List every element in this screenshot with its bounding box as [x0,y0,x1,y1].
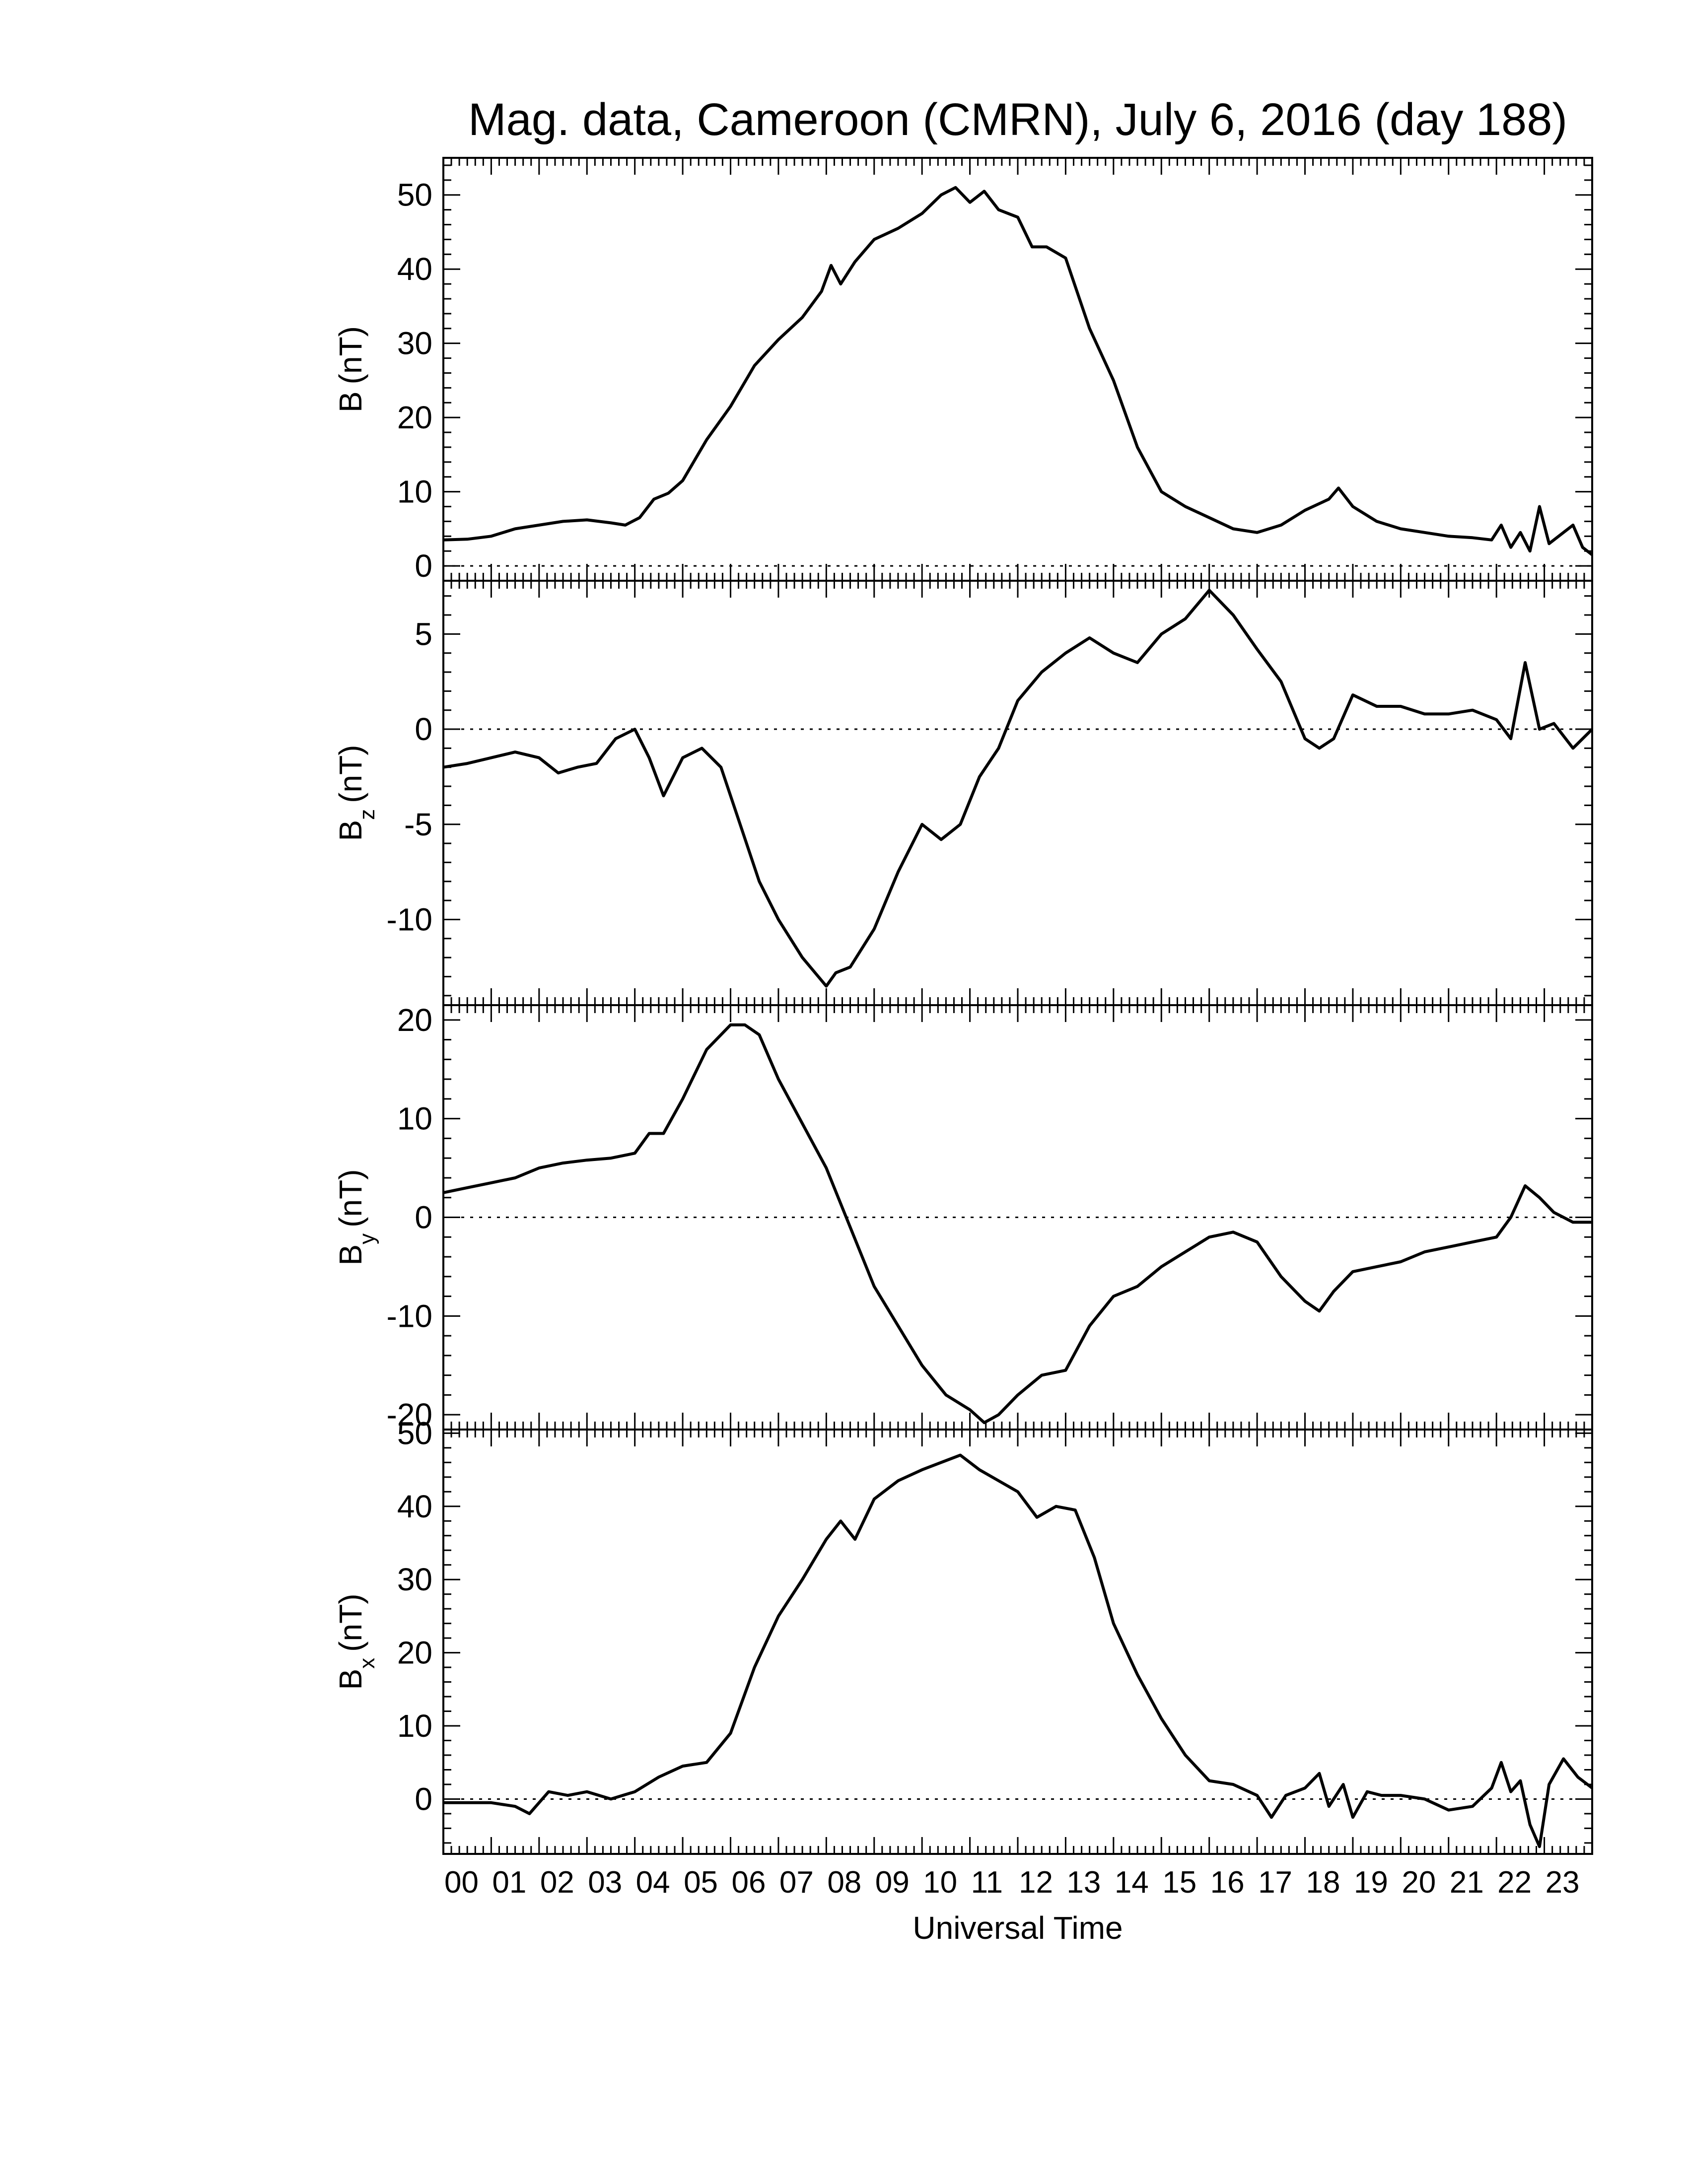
x-axis: 00 01 02 03 04 05 06 07 08 09 10 11 12 13 14 15 16 17 18 19… [444,1865,1580,1900]
y-tick-label: -20 [387,1397,433,1433]
chart-title: Mag. data, Cameroon (CMRN), July 6, 2016… [468,94,1567,145]
y-axis-label-main: B [333,820,368,841]
x-tick-label: 09 [875,1865,910,1900]
y-axis-label-main: B [333,391,368,412]
y-tick-label: 0 [415,548,432,584]
y-tick-label: 5 [415,616,432,652]
series-line [443,589,1594,988]
y-tick-label: 0 [415,1781,432,1817]
y-tick-label: 20 [397,1635,432,1671]
x-tick-label: 05 [684,1865,718,1900]
x-tick-label: 17 [1258,1865,1292,1900]
x-tick-label: 00 [444,1865,479,1900]
x-tick-label: 01 [492,1865,526,1900]
y-axis-label-unit: (nT) [333,745,368,803]
x-tick-label: 22 [1497,1865,1532,1900]
y-tick-label: 50 [397,1415,432,1451]
x-tick-label: 06 [732,1865,766,1900]
x-tick-label: 19 [1354,1865,1388,1900]
y-tick-label: 20 [397,400,432,435]
y-tick-label: 20 [397,1002,432,1038]
x-tick-label: 07 [779,1865,814,1900]
y-axis-label-subscript: y [355,1233,379,1244]
x-tick-label: 20 [1402,1865,1436,1900]
y-tick-label: -10 [387,901,433,937]
y-tick-label: 10 [397,474,432,510]
y-tick-label: 50 [397,177,432,213]
panel-4: 50 40 30 20 10 0 Bx (nT) [333,1415,1593,1855]
series-line [443,1453,1593,1848]
x-tick-label: 21 [1450,1865,1484,1900]
x-tick-label: 13 [1066,1865,1101,1900]
y-axis-label-subscript: x [355,1658,379,1669]
y-axis-label-unit: (nT) [333,326,368,384]
y-tick-label: 40 [397,1489,432,1524]
y-tick-label: 0 [415,711,432,747]
y-axis-label-main: B [333,1244,368,1266]
panel-3: 20 10 0 -10 -20 By (nT) [333,1002,1593,1433]
y-tick-label: 10 [397,1101,432,1137]
y-axis-label-subscript: z [355,809,379,820]
y-axis-label: B (nT) [333,326,368,412]
y-axis-label-unit: (nT) [333,1594,368,1652]
x-tick-label: 11 [971,1865,1003,1900]
y-axis-label: Bx (nT) [333,1594,379,1690]
x-tick-label: 12 [1019,1865,1053,1900]
y-axis-label-main: B [333,1669,368,1690]
series-line [443,1023,1592,1425]
x-tick-label: 15 [1162,1865,1196,1900]
x-tick-label: 10 [923,1865,957,1900]
y-tick-label: 0 [415,1200,432,1235]
y-tick-label: 40 [397,251,432,287]
y-tick-label: -10 [387,1298,433,1334]
panel-1: 0 10 20 30 40 50 B (nT) [333,157,1593,584]
y-tick-label: 10 [397,1708,432,1744]
series-line [443,186,1593,556]
x-tick-label: 02 [540,1865,574,1900]
y-tick-label: -5 [404,807,432,842]
y-tick-label: 30 [397,1562,432,1597]
y-axis-label: Bz (nT) [333,745,379,841]
x-axis-title: Universal Time [913,1910,1123,1946]
x-tick-label: 04 [636,1865,670,1900]
x-tick-label: 16 [1210,1865,1245,1900]
x-tick-label: 18 [1306,1865,1340,1900]
panel-2: 5 0 -5 -10 Bz (nT) [333,580,1594,1006]
chart-panels: 01020304050B(nT)50-5-10Bz(nT)20100-10-20… [333,157,1594,1855]
x-tick-label: 08 [827,1865,861,1900]
y-tick-label: 30 [397,326,432,361]
x-tick-label: 14 [1115,1865,1149,1900]
x-tick-label: 23 [1546,1865,1580,1900]
y-axis-label: By (nT) [333,1169,379,1266]
y-axis-label-unit: (nT) [333,1169,368,1228]
x-tick-label: 03 [588,1865,622,1900]
